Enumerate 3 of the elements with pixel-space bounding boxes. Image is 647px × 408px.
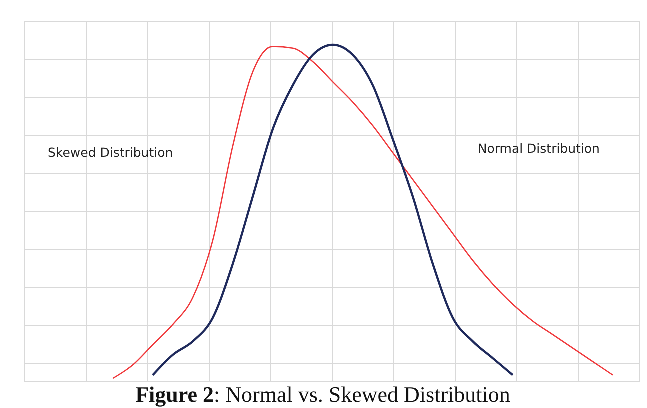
text: Figure 2: Normal vs. Skewed Distribution: [136, 382, 510, 407]
annotation: Skewed Distribution: [48, 145, 174, 160]
annotation: Normal Distribution: [478, 141, 600, 156]
